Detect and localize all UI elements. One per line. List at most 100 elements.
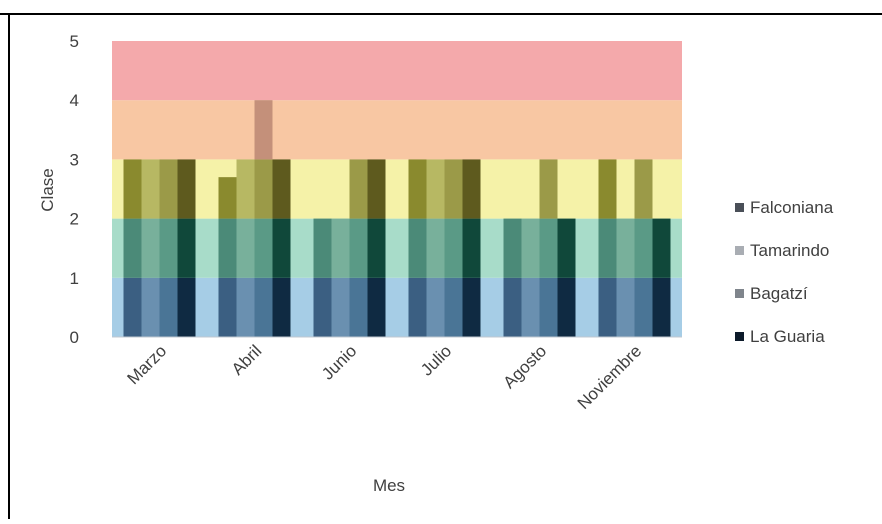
class-band-2 <box>112 159 682 219</box>
bar-segment <box>462 159 481 219</box>
bar-segment <box>616 277 635 337</box>
x-tick-label: Abril <box>228 341 265 378</box>
x-axis-label: Mes <box>373 476 405 495</box>
bar-segment <box>177 159 196 219</box>
bar-segment <box>539 218 558 278</box>
bar-noviembre-0 <box>598 159 617 337</box>
x-tick-label: Junio <box>318 341 360 383</box>
bar-segment <box>426 159 445 219</box>
bar-marzo-3 <box>177 159 196 337</box>
bar-marzo-1 <box>141 159 160 337</box>
bar-segment <box>313 277 332 337</box>
bar-segment <box>408 277 427 337</box>
bar-segment <box>236 159 255 219</box>
legend-label: La Guaria <box>750 327 825 346</box>
bar-segment <box>313 218 332 278</box>
bar-segment <box>141 277 160 337</box>
bar-segment <box>218 277 237 337</box>
y-tick-label: 5 <box>70 32 79 51</box>
bar-segment <box>123 159 142 219</box>
bar-segment <box>539 159 558 219</box>
bar-segment <box>159 159 178 219</box>
bars-group <box>123 100 671 337</box>
y-tick-label: 0 <box>70 328 79 347</box>
bar-segment <box>598 277 617 337</box>
y-tick-label: 3 <box>70 150 79 169</box>
bar-junio-1 <box>331 218 350 337</box>
bar-segment <box>254 277 273 337</box>
legend: Falconiana Tamarindo Bagatzí La Guaria <box>735 198 834 346</box>
bar-segment <box>539 277 558 337</box>
class-band-4 <box>112 41 682 101</box>
class-band-0 <box>112 277 682 337</box>
bar-noviembre-3 <box>652 218 671 337</box>
bar-junio-3 <box>367 159 386 337</box>
bar-segment <box>462 277 481 337</box>
y-tick-labels: 0 1 2 3 4 5 <box>70 32 79 347</box>
x-tick-labels: Marzo Abril Junio Julio Agosto Noviembre <box>123 341 645 413</box>
legend-swatch <box>735 246 744 255</box>
bar-segment <box>521 277 540 337</box>
x-tick-label: Noviembre <box>574 341 646 413</box>
bar-segment <box>521 218 540 278</box>
bar-agosto-2 <box>539 159 558 337</box>
bar-segment <box>141 218 160 278</box>
bar-segment <box>426 277 445 337</box>
bar-segment <box>634 159 653 219</box>
bar-abril-1 <box>236 159 255 337</box>
bar-segment <box>557 277 576 337</box>
bar-segment <box>652 218 671 278</box>
bar-segment <box>159 277 178 337</box>
bar-segment <box>503 218 522 278</box>
bar-segment <box>598 159 617 219</box>
bar-segment <box>218 177 237 219</box>
bar-segment <box>444 159 463 219</box>
bar-abril-0 <box>218 177 237 337</box>
y-tick-label: 1 <box>70 269 79 288</box>
bar-segment <box>444 277 463 337</box>
bar-agosto-3 <box>557 218 576 337</box>
class-bands <box>112 41 682 337</box>
legend-label: Tamarindo <box>750 241 829 260</box>
bar-segment <box>408 218 427 278</box>
bar-segment <box>123 277 142 337</box>
bar-segment <box>503 277 522 337</box>
bar-segment <box>634 218 653 278</box>
bar-segment <box>408 159 427 219</box>
bar-segment <box>177 277 196 337</box>
bar-segment <box>236 277 255 337</box>
bar-segment <box>349 218 368 278</box>
bar-segment <box>462 218 481 278</box>
x-tick-label: Agosto <box>499 341 550 392</box>
bar-segment <box>254 159 273 219</box>
y-tick-label: 2 <box>70 210 79 229</box>
bar-segment <box>426 218 445 278</box>
bar-noviembre-2 <box>634 159 653 337</box>
x-tick-label: Marzo <box>123 341 170 388</box>
bar-segment <box>254 218 273 278</box>
bar-segment <box>616 218 635 278</box>
legend-swatch <box>735 332 744 341</box>
bar-segment <box>272 218 291 278</box>
bar-segment <box>331 218 350 278</box>
class-band-1 <box>112 218 682 278</box>
legend-swatch <box>735 289 744 298</box>
bar-segment <box>367 159 386 219</box>
bar-noviembre-1 <box>616 218 635 337</box>
bar-segment <box>254 100 273 160</box>
bar-julio-3 <box>462 159 481 337</box>
bar-julio-1 <box>426 159 445 337</box>
legend-swatch <box>735 203 744 212</box>
bar-junio-2 <box>349 159 368 337</box>
bar-segment <box>236 218 255 278</box>
bar-agosto-0 <box>503 218 522 337</box>
bar-julio-0 <box>408 159 427 337</box>
bar-segment <box>331 277 350 337</box>
bar-segment <box>159 218 178 278</box>
legend-label: Bagatzí <box>750 284 808 303</box>
bar-abril-2 <box>254 100 273 337</box>
bar-segment <box>634 277 653 337</box>
x-tick-label: Julio <box>417 341 455 379</box>
